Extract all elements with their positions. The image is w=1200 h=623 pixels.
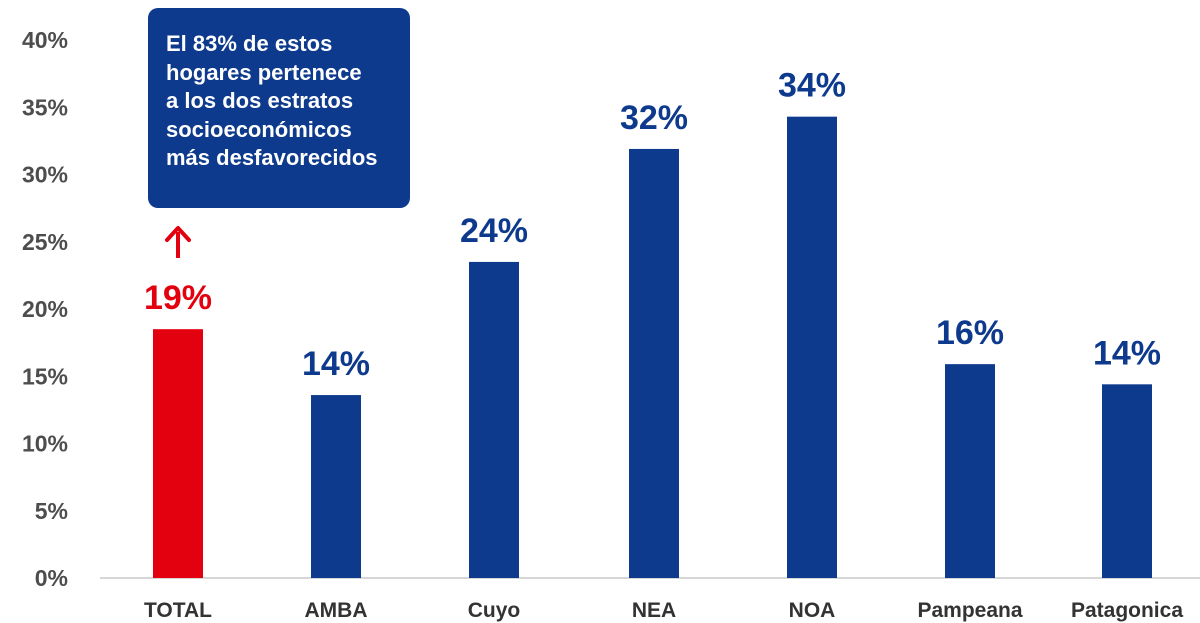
callout-line: socioeconómicos	[166, 116, 352, 142]
data-labels: 19% 14% 24% 32% 34% 16% 14%	[144, 67, 1161, 383]
callout-line: más desfavorecidos	[166, 145, 378, 170]
x-tick-label: Patagonica	[1071, 599, 1183, 622]
y-tick-label: 25%	[22, 229, 68, 255]
callout-line: hogares pertenece	[166, 59, 362, 85]
callout-line: a los dos estratos	[166, 88, 354, 113]
arrow-up-icon	[165, 226, 191, 258]
y-tick-label: 20%	[22, 296, 68, 322]
data-label: 19%	[144, 279, 212, 317]
y-axis: 0% 5% 10% 15% 20% 25% 30% 35% 40%	[22, 27, 68, 591]
data-label: 24%	[460, 212, 528, 250]
callout-box: El 83% de estos hogares pertenece a los …	[148, 8, 410, 208]
x-tick-label: Cuyo	[468, 599, 521, 622]
callout-line: El 83% de estos	[166, 31, 333, 56]
y-tick-label: 0%	[35, 565, 68, 591]
data-label: 14%	[302, 345, 370, 383]
bar-amba	[311, 395, 361, 578]
bars	[153, 116, 1152, 578]
x-tick-label: NOA	[789, 599, 836, 622]
y-tick-label: 30%	[22, 162, 68, 188]
y-tick-label: 40%	[22, 27, 68, 53]
data-label: 16%	[936, 314, 1004, 352]
x-tick-label: Pampeana	[917, 599, 1022, 622]
x-axis: TOTAL AMBA Cuyo NEA NOA Pampeana Patagonica	[144, 599, 1183, 622]
x-tick-label: AMBA	[305, 599, 368, 622]
data-label: 34%	[778, 67, 846, 105]
y-tick-label: 5%	[35, 498, 68, 524]
bar-noa	[787, 116, 837, 578]
y-tick-label: 10%	[22, 431, 68, 457]
bar-patagonica	[1102, 384, 1152, 578]
y-tick-label: 15%	[22, 363, 68, 389]
x-tick-label: TOTAL	[144, 599, 212, 622]
x-tick-label: NEA	[632, 599, 676, 622]
y-tick-label: 35%	[22, 94, 68, 120]
bar-total	[153, 329, 203, 578]
data-label: 14%	[1093, 334, 1161, 372]
bar-cuyo	[469, 261, 519, 578]
data-label: 32%	[620, 99, 688, 137]
bar-pampeana	[945, 364, 995, 578]
bar-nea	[629, 148, 679, 578]
